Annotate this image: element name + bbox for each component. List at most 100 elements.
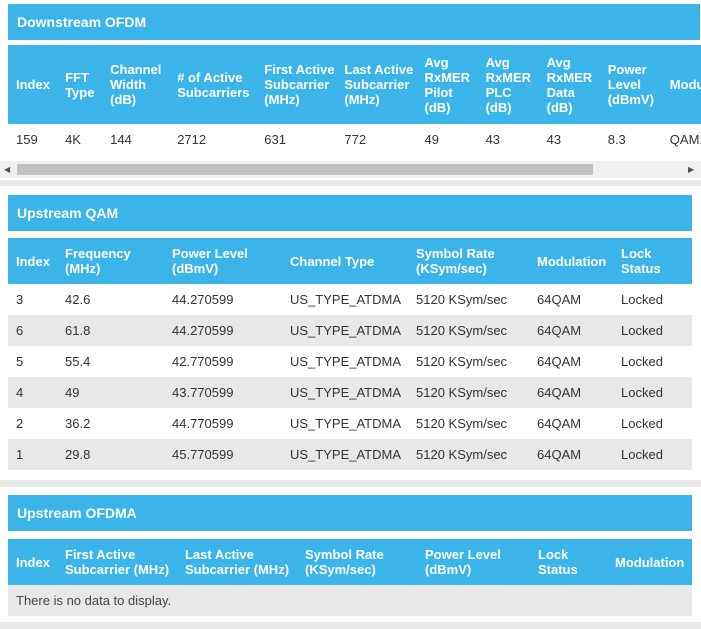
arrow-left-icon[interactable]: ◀ <box>4 165 11 174</box>
cell-channel-type: US_TYPE_ATDMA <box>282 315 408 346</box>
cell-lock-status: Locked <box>621 416 663 431</box>
cell-frequency: 29.8 <box>57 439 164 470</box>
column-header: Avg RxMER PLC (dB) <box>477 45 539 124</box>
cell-channel-type: US_TYPE_ATDMA <box>290 354 402 369</box>
column-header: Index <box>8 45 58 124</box>
upstream-qam-table: Index Frequency (MHz) Power Level (dBmV)… <box>8 238 692 470</box>
cell-lock-status: Locked <box>621 292 663 307</box>
cell-rxmer-data: 43 <box>546 132 562 147</box>
cell-index: 2 <box>16 416 24 431</box>
cell-symbol-rate: 5120 KSym/sec <box>408 377 529 408</box>
table-row: 4 49 43.770599 US_TYPE_ATDMA 5120 KSym/s… <box>8 377 692 408</box>
column-header: Modulation <box>607 539 692 585</box>
cell-power-level: 43.770599 <box>164 377 282 408</box>
cell-index: 1 <box>8 439 57 470</box>
downstream-ofdm-header-row: Index FFT Type Channel Width (dB) # of A… <box>8 45 701 124</box>
cell-power-level: 44.270599 <box>172 292 234 307</box>
column-header: # of Active Subcarriers <box>169 45 257 124</box>
cell-index: 159 <box>16 132 38 147</box>
column-header: Modulation <box>529 238 613 284</box>
horizontal-scrollbar[interactable]: ◀ ▶ <box>0 161 701 178</box>
column-header: Channel Type <box>282 238 408 284</box>
column-header: Symbol Rate (KSym/sec) <box>297 539 417 585</box>
arrow-right-icon[interactable]: ▶ <box>688 165 695 174</box>
column-header: Avg RxMER Pilot (dB) <box>416 45 478 124</box>
column-header: First Active Subcarrier (MHz) <box>256 45 337 124</box>
cell-channel-type: US_TYPE_ATDMA <box>282 377 408 408</box>
table-row: 159 4K 144 2712 631 772 49 43 43 8.3 QAM… <box>8 124 701 155</box>
downstream-ofdm-table-wrap[interactable]: Index FFT Type Channel Width (dB) # of A… <box>8 45 701 158</box>
cell-power-level: 8.3 <box>607 132 626 147</box>
cell-modulation: 64QAM <box>529 377 613 408</box>
column-header: Lock Status <box>613 238 692 284</box>
cell-frequency: 36.2 <box>65 416 91 431</box>
cell-modulation: 64QAM <box>529 439 613 470</box>
cell-channel-type: US_TYPE_ATDMA <box>290 292 402 307</box>
column-header: FFT Type <box>57 45 103 124</box>
upstream-ofdma-table: Index First Active Subcarrier (MHz) Last… <box>8 539 692 585</box>
upstream-qam-panel: Upstream QAM Index Frequency (MHz) Power… <box>0 186 701 480</box>
scrollbar-thumb[interactable] <box>17 164 593 175</box>
cell-frequency: 61.8 <box>57 315 164 346</box>
table-row: 3 42.6 44.270599 US_TYPE_ATDMA 5120 KSym… <box>8 284 692 315</box>
cell-modulation: 64QAM <box>537 354 582 369</box>
cell-index: 3 <box>16 292 24 307</box>
upstream-qam-header-row: Index Frequency (MHz) Power Level (dBmV)… <box>8 238 692 284</box>
cell-channel-type: US_TYPE_ATDMA <box>290 416 402 431</box>
cell-modulation: 64QAM <box>529 315 613 346</box>
column-header: Avg RxMER Data (dB) <box>538 45 600 124</box>
cell-lock-status: Locked <box>621 354 663 369</box>
cell-rxmer-plc: 43 <box>485 132 501 147</box>
cell-frequency: 49 <box>57 377 164 408</box>
column-header: First Active Subcarrier (MHz) <box>57 539 177 585</box>
cell-lock-status: Locked <box>613 315 692 346</box>
table-row: 1 29.8 45.770599 US_TYPE_ATDMA 5120 KSym… <box>8 439 692 470</box>
cell-lock-status: Locked <box>613 439 692 470</box>
cell-frequency: 55.4 <box>65 354 91 369</box>
cell-index: 5 <box>16 354 24 369</box>
cell-rxmer-pilot: 49 <box>424 132 439 147</box>
column-header: Index <box>8 238 57 284</box>
upstream-ofdma-header-row: Index First Active Subcarrier (MHz) Last… <box>8 539 692 585</box>
column-header: Power Level (dBmV) <box>164 238 282 284</box>
cell-lock-status: Locked <box>613 377 692 408</box>
upstream-ofdma-title: Upstream OFDMA <box>8 495 692 531</box>
cell-channel-width: 144 <box>110 132 132 147</box>
column-header: Power Level (dBmV) <box>599 45 662 124</box>
cell-index: 4 <box>8 377 57 408</box>
cell-fft-type: 4K <box>65 132 81 147</box>
column-header: Last Active Subcarrier (MHz) <box>177 539 297 585</box>
column-header: Modu <box>661 45 701 124</box>
column-header: Frequency (MHz) <box>57 238 164 284</box>
cell-last-subcarrier: 772 <box>344 132 367 147</box>
column-header: Last Active Subcarrier (MHz) <box>336 45 417 124</box>
cell-index: 6 <box>8 315 57 346</box>
cell-modulation: 64QAM <box>537 416 582 431</box>
empty-message: There is no data to display. <box>8 585 692 616</box>
column-header: Channel Width (dB) <box>102 45 170 124</box>
cell-active-subcarriers: 2712 <box>177 132 207 147</box>
table-row: 2 36.2 44.770599 US_TYPE_ATDMA 5120 KSym… <box>8 408 692 439</box>
upstream-qam-title: Upstream QAM <box>8 195 692 231</box>
cell-channel-type: US_TYPE_ATDMA <box>282 439 408 470</box>
column-header: Index <box>8 539 57 585</box>
downstream-ofdm-panel: Downstream OFDM Index FFT Type Channel W… <box>0 0 701 180</box>
column-header: Symbol Rate (KSym/sec) <box>408 238 529 284</box>
cell-frequency: 42.6 <box>65 292 91 307</box>
downstream-ofdm-table: Index FFT Type Channel Width (dB) # of A… <box>8 45 701 155</box>
cell-symbol-rate: 5120 KSym/sec <box>408 315 529 346</box>
cell-power-level: 42.770599 <box>172 354 234 369</box>
cell-symbol-rate: 5120 KSym/sec <box>416 416 508 431</box>
cell-power-level: 44.270599 <box>164 315 282 346</box>
table-row: 5 55.4 42.770599 US_TYPE_ATDMA 5120 KSym… <box>8 346 692 377</box>
cell-modulation: 64QAM <box>537 292 582 307</box>
cell-power-level: 44.770599 <box>172 416 234 431</box>
column-header: Power Level (dBmV) <box>417 539 530 585</box>
column-header: Lock Status <box>530 539 607 585</box>
cell-power-level: 45.770599 <box>164 439 282 470</box>
cell-first-subcarrier: 631 <box>264 132 286 147</box>
table-row: 6 61.8 44.270599 US_TYPE_ATDMA 5120 KSym… <box>8 315 692 346</box>
cell-symbol-rate: 5120 KSym/sec <box>416 354 508 369</box>
cell-symbol-rate: 5120 KSym/sec <box>408 439 529 470</box>
cell-symbol-rate: 5120 KSym/sec <box>416 292 508 307</box>
